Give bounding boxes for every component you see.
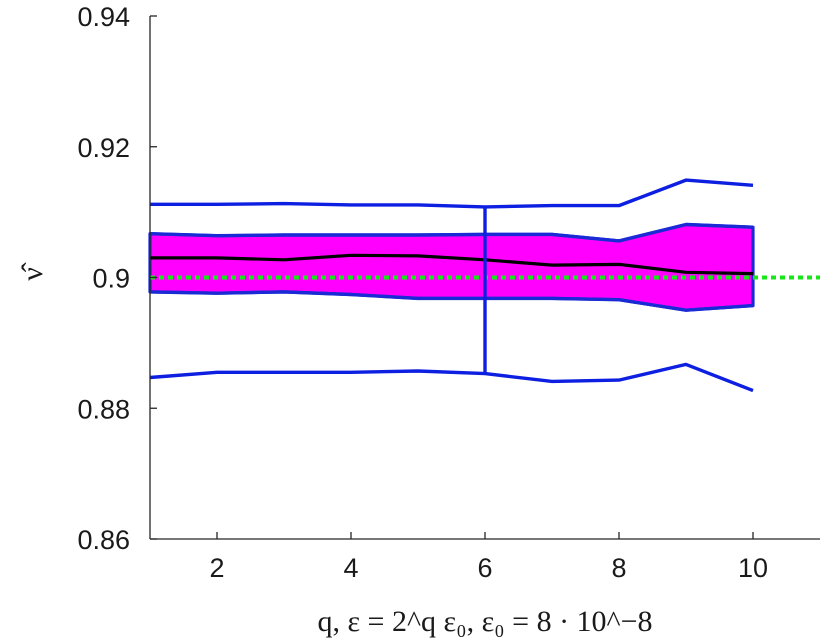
x-axis-title: q, ε = 2^q ε₀, ε₀ = 8 · 10^−8 (317, 605, 652, 638)
y-tick-label: 0.88 (77, 394, 130, 424)
series-line-layer (149, 178, 754, 393)
x-tick-label: 6 (477, 553, 492, 583)
series-line-box-lower (149, 290, 754, 312)
series-line-box-upper (149, 222, 754, 243)
x-tick-label: 4 (343, 553, 358, 583)
ticks (150, 15, 754, 540)
x-tick-label: 10 (738, 553, 768, 583)
tick-labels: 2 4 6 8 10 0.86 0.88 0.9 0.92 0.94 (77, 2, 768, 583)
y-axis-title: ν̂ (16, 262, 49, 281)
y-tick-label: 0.92 (77, 133, 130, 163)
x-tick-label: 2 (209, 553, 224, 583)
series-line-upper-whisker (150, 178, 754, 209)
y-tick-label: 0.9 (92, 264, 130, 294)
series-line-lower-whisker (149, 362, 754, 393)
y-tick-label: 0.86 (77, 525, 130, 555)
x-tick-label: 8 (611, 553, 626, 583)
y-tick-label: 0.94 (77, 2, 130, 32)
series-line-median (150, 253, 754, 276)
